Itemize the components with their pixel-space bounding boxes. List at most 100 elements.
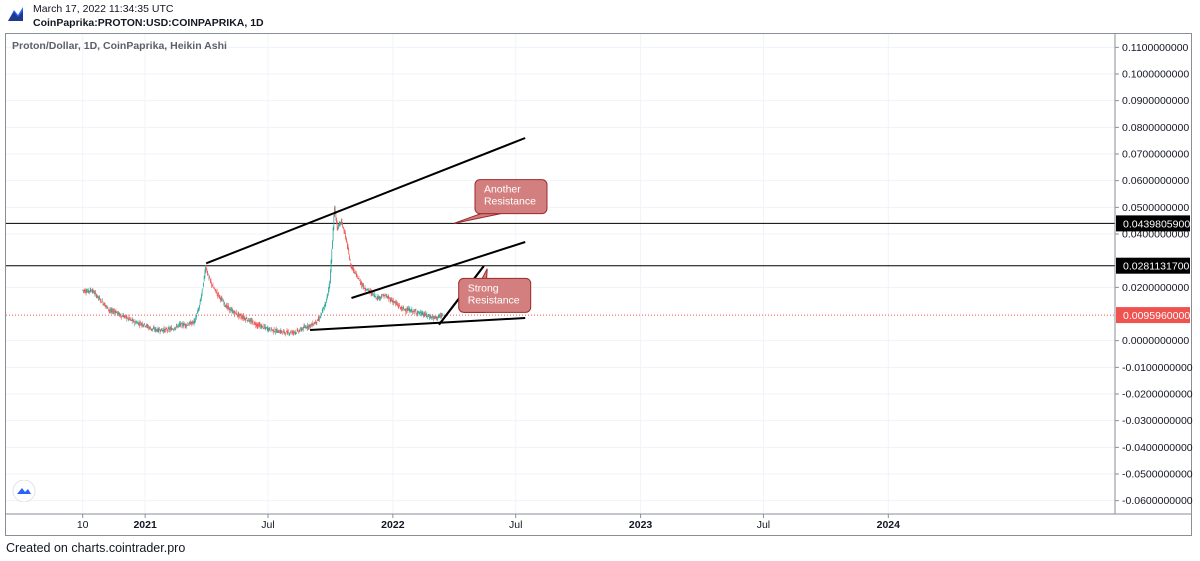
candle-body <box>313 323 315 324</box>
candle-body <box>222 301 223 302</box>
candle-body <box>83 290 85 291</box>
candle-body <box>297 329 299 331</box>
candle-body <box>429 317 430 318</box>
candle-body <box>389 298 391 301</box>
candle-body <box>227 306 229 308</box>
candle-body <box>329 281 331 287</box>
candle-body <box>376 296 378 300</box>
candle-body <box>307 326 309 328</box>
candle-body <box>259 324 261 326</box>
candle-body <box>423 314 424 315</box>
x-tick-label: 2021 <box>133 519 157 531</box>
candle-body <box>181 323 183 324</box>
candle-body <box>367 288 369 290</box>
y-axis: 0.1100000000 0.1000000000 0.0900000000 0.08… <box>1114 34 1193 514</box>
candle-body <box>109 309 111 311</box>
candle-body <box>200 298 202 302</box>
y-tick-label: -0.0500000000 <box>1122 469 1193 481</box>
candle-body <box>85 291 87 293</box>
candle-body <box>336 221 338 230</box>
candle-body <box>312 323 314 326</box>
candle-body <box>256 323 257 327</box>
candle-body <box>314 322 316 324</box>
candle-body <box>84 290 86 293</box>
x-tick-label: 2023 <box>629 519 653 531</box>
candle-body <box>345 236 347 239</box>
candle-body <box>260 325 262 328</box>
candle-body <box>186 324 188 326</box>
candle-body <box>421 312 423 315</box>
candle-body <box>178 324 179 326</box>
candle-body <box>190 323 192 325</box>
candle-body <box>258 324 260 328</box>
candle-body <box>237 313 239 316</box>
candle-body <box>172 329 174 330</box>
candle-body <box>352 267 354 269</box>
candle-body <box>368 290 370 292</box>
candle-body <box>341 221 343 223</box>
candle-body <box>125 315 126 317</box>
candle-body <box>164 329 166 332</box>
candle-body <box>106 306 108 308</box>
candle-body <box>211 285 213 287</box>
candle-body <box>432 317 434 318</box>
tradingview-badge-icon[interactable] <box>12 480 36 502</box>
candle-body <box>416 313 417 314</box>
candle-body <box>410 309 411 313</box>
candle-body <box>148 326 149 328</box>
candle-body <box>143 325 145 326</box>
candle-body <box>120 315 122 317</box>
candle-body <box>139 324 141 326</box>
chart-frame[interactable] <box>5 33 1192 536</box>
candle-body <box>190 322 191 325</box>
candle-body <box>122 316 124 317</box>
candle-body <box>146 324 147 327</box>
candle-body <box>239 314 241 316</box>
candle-body <box>401 308 403 311</box>
candle-body <box>361 282 362 286</box>
candle-body <box>298 330 300 332</box>
candle-body <box>237 314 238 316</box>
candle-body <box>85 290 86 293</box>
candle-body <box>345 232 346 237</box>
candle-body <box>209 278 210 279</box>
candle-body <box>124 315 126 317</box>
candle-body <box>171 327 172 331</box>
candle-body <box>330 260 332 272</box>
candle-body <box>260 325 261 327</box>
candle-body <box>399 307 401 308</box>
candle-body <box>189 322 191 324</box>
candle-body <box>191 321 193 324</box>
candle-body <box>284 332 286 334</box>
candle-body <box>304 326 305 328</box>
candle-body <box>349 256 350 259</box>
candle-body <box>231 309 233 311</box>
candle-body <box>323 307 324 309</box>
candle-body <box>205 267 206 273</box>
candle-body <box>201 294 202 299</box>
candle-body <box>184 324 185 326</box>
candle-body <box>275 329 277 331</box>
candle-body <box>266 328 268 330</box>
candle-body <box>235 313 237 315</box>
candle-body <box>127 318 128 320</box>
candle-body <box>398 306 400 308</box>
candle-body <box>437 317 439 319</box>
candle-body <box>338 224 339 227</box>
candle-body <box>167 330 168 331</box>
candle-body <box>114 311 116 313</box>
candle-body <box>412 311 414 313</box>
candles <box>82 205 444 337</box>
candle-body <box>287 332 289 333</box>
candle-body <box>232 310 234 313</box>
candle-body <box>406 308 408 311</box>
candle-body <box>148 327 150 329</box>
candle-body <box>123 316 125 318</box>
candle-body <box>438 315 440 317</box>
candle-body <box>291 331 293 333</box>
candle-body <box>218 295 220 298</box>
candle-body <box>180 323 181 325</box>
candle-body <box>204 270 206 278</box>
x-tick-label: 2024 <box>877 519 901 531</box>
